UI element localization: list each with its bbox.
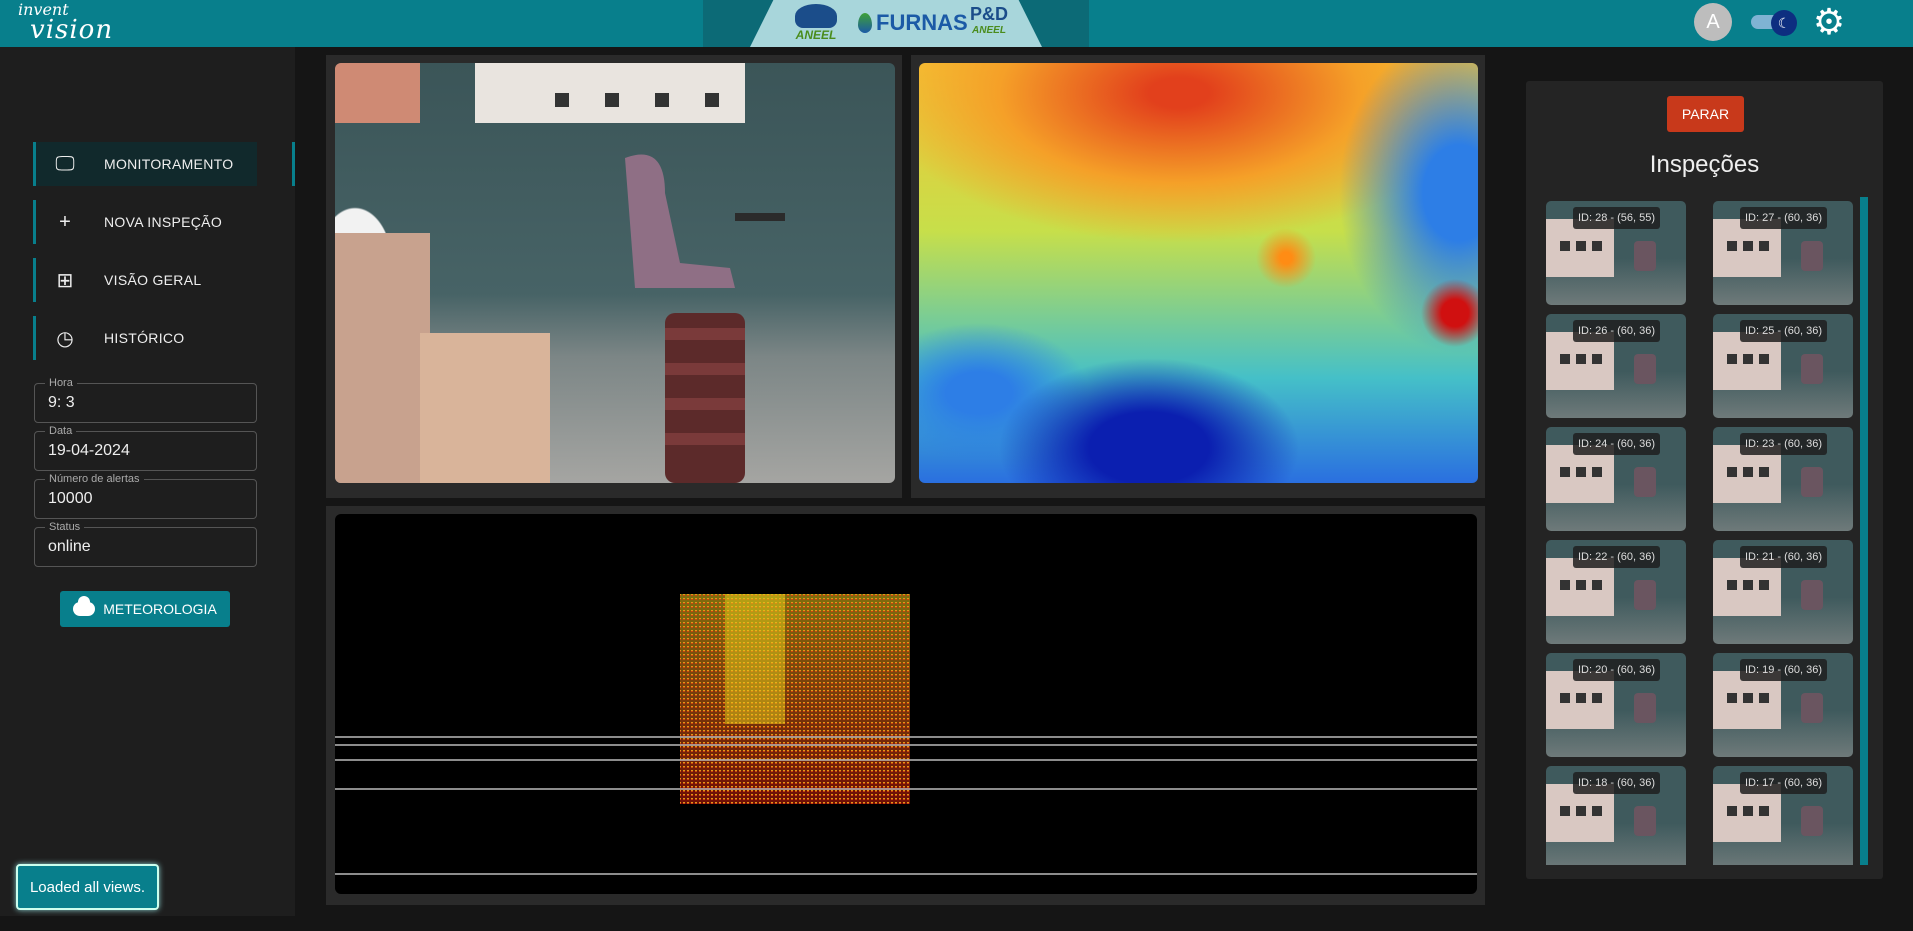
- inspection-id-label: ID: 19 - (60, 36): [1740, 659, 1828, 681]
- logo-line-1: invent: [18, 0, 69, 19]
- field-label: Status: [45, 521, 85, 533]
- gear-icon[interactable]: ⚙: [1812, 1, 1846, 42]
- alertas-field[interactable]: Número de alertas 10000: [34, 473, 257, 519]
- inspection-thumbnail[interactable]: ID: 20 - (60, 36): [1546, 653, 1686, 757]
- thermal-camera-panel: [911, 55, 1485, 498]
- field-label: Data: [45, 425, 77, 437]
- avatar[interactable]: A: [1694, 3, 1732, 41]
- inspection-thumbnail[interactable]: ID: 21 - (60, 36): [1713, 540, 1853, 644]
- aneel-logo: ANEEL: [795, 4, 837, 42]
- inspections-panel: PARAR Inspeções ID: 28 - (56, 55) ID: 27 …: [1526, 81, 1883, 879]
- meteorologia-button[interactable]: METEOROLOGIA: [60, 591, 230, 627]
- inspection-thumbnail[interactable]: ID: 27 - (60, 36): [1713, 201, 1853, 305]
- aneel-logo-text: ANEEL: [795, 28, 837, 42]
- sidebar-item-historico[interactable]: ◷ HISTÓRICO: [33, 316, 257, 360]
- inspection-thumbnail[interactable]: ID: 18 - (60, 36): [1546, 766, 1686, 865]
- parar-button[interactable]: PARAR: [1667, 96, 1744, 132]
- inspection-thumbnail[interactable]: ID: 28 - (56, 55): [1546, 201, 1686, 305]
- point-cloud-view[interactable]: [335, 514, 1477, 894]
- field-label: Hora: [45, 377, 77, 389]
- inspection-thumbnail[interactable]: ID: 23 - (60, 36): [1713, 427, 1853, 531]
- inspections-title: Inspeções: [1649, 151, 1760, 178]
- field-label: Número de alertas: [45, 473, 144, 485]
- inspection-id-label: ID: 28 - (56, 55): [1573, 207, 1661, 229]
- sidebar-item-label: HISTÓRICO: [104, 330, 185, 346]
- rgb-scene: [335, 63, 785, 483]
- sidebar: 🖵 MONITORAMENTO + NOVA INSPEÇÃO ⊞ VISÃO …: [0, 47, 295, 916]
- sidebar-item-nova-inspecao[interactable]: + NOVA INSPEÇÃO: [33, 200, 257, 244]
- pd-aneel-logo: P&D ANEEL: [969, 4, 1008, 36]
- plus-icon: +: [59, 210, 71, 233]
- data-field[interactable]: Data 19-04-2024: [34, 425, 257, 471]
- invent-vision-logo[interactable]: invent vision: [18, 0, 114, 45]
- furnas-logo-text: FURNAS: [876, 10, 968, 35]
- inspection-thumbnail[interactable]: ID: 24 - (60, 36): [1546, 427, 1686, 531]
- inspection-id-label: ID: 18 - (60, 36): [1573, 772, 1661, 794]
- logo-line-2: vision: [30, 15, 114, 45]
- inspection-thumbnail[interactable]: ID: 19 - (60, 36): [1713, 653, 1853, 757]
- field-value: online: [48, 538, 91, 555]
- sidebar-item-visao-geral[interactable]: ⊞ VISÃO GERAL: [33, 258, 257, 302]
- inspection-id-label: ID: 26 - (60, 36): [1573, 320, 1661, 342]
- moon-icon: ☾: [1771, 10, 1797, 36]
- hora-field[interactable]: Hora 9: 3: [34, 377, 257, 423]
- status-field[interactable]: Status online: [34, 521, 257, 567]
- sidebar-item-label: VISÃO GERAL: [104, 272, 202, 288]
- point-cloud-canvas: [335, 594, 1477, 875]
- field-value: 9: 3: [48, 394, 75, 411]
- inspection-id-label: ID: 23 - (60, 36): [1740, 433, 1828, 455]
- monitor-icon: 🖵: [55, 152, 75, 175]
- inspection-id-label: ID: 20 - (60, 36): [1573, 659, 1661, 681]
- inspection-id-label: ID: 17 - (60, 36): [1740, 772, 1828, 794]
- sidebar-item-label: MONITORAMENTO: [104, 156, 234, 172]
- thermal-camera-view[interactable]: [919, 63, 1478, 483]
- inspection-id-label: ID: 25 - (60, 36): [1740, 320, 1828, 342]
- sidebar-item-label: NOVA INSPEÇÃO: [104, 214, 223, 230]
- field-value: 19-04-2024: [48, 442, 130, 459]
- inspection-id-label: ID: 27 - (60, 36): [1740, 207, 1828, 229]
- inspection-id-label: ID: 21 - (60, 36): [1740, 546, 1828, 568]
- inspection-thumbnail[interactable]: ID: 25 - (60, 36): [1713, 314, 1853, 418]
- inspections-list[interactable]: ID: 28 - (56, 55) ID: 27 - (60, 36) ID: 26…: [1546, 201, 1866, 865]
- grid-icon: ⊞: [56, 269, 74, 292]
- rgb-camera-view[interactable]: [335, 63, 895, 483]
- furnas-logo: FURNAS: [858, 10, 968, 36]
- sidebar-item-monitoramento[interactable]: 🖵 MONITORAMENTO: [33, 142, 257, 186]
- meteorologia-label: METEOROLOGIA: [103, 601, 217, 617]
- clock-icon: ◷: [56, 327, 74, 350]
- cloud-icon: [73, 596, 96, 616]
- partner-logos: ANEEL FURNAS P&D ANEEL: [703, 0, 1089, 47]
- dark-mode-toggle[interactable]: ☾: [1751, 10, 1797, 36]
- point-cloud-panel: [326, 506, 1485, 905]
- inspection-thumbnail[interactable]: ID: 22 - (60, 36): [1546, 540, 1686, 644]
- inspection-id-label: ID: 24 - (60, 36): [1573, 433, 1661, 455]
- furnas-drop-icon: [858, 13, 872, 33]
- inspection-thumbnail[interactable]: ID: 26 - (60, 36): [1546, 314, 1686, 418]
- scrollbar[interactable]: [1860, 197, 1868, 865]
- inspection-id-label: ID: 22 - (60, 36): [1573, 546, 1661, 568]
- inspection-thumbnail[interactable]: ID: 17 - (60, 36): [1713, 766, 1853, 865]
- rgb-camera-panel: [326, 55, 902, 498]
- field-value: 10000: [48, 490, 93, 507]
- toast-message: Loaded all views.: [16, 864, 159, 910]
- top-bar: invent vision ANEEL FURNAS P&D ANEEL A ☾ …: [0, 0, 1913, 47]
- active-indicator: [292, 142, 295, 186]
